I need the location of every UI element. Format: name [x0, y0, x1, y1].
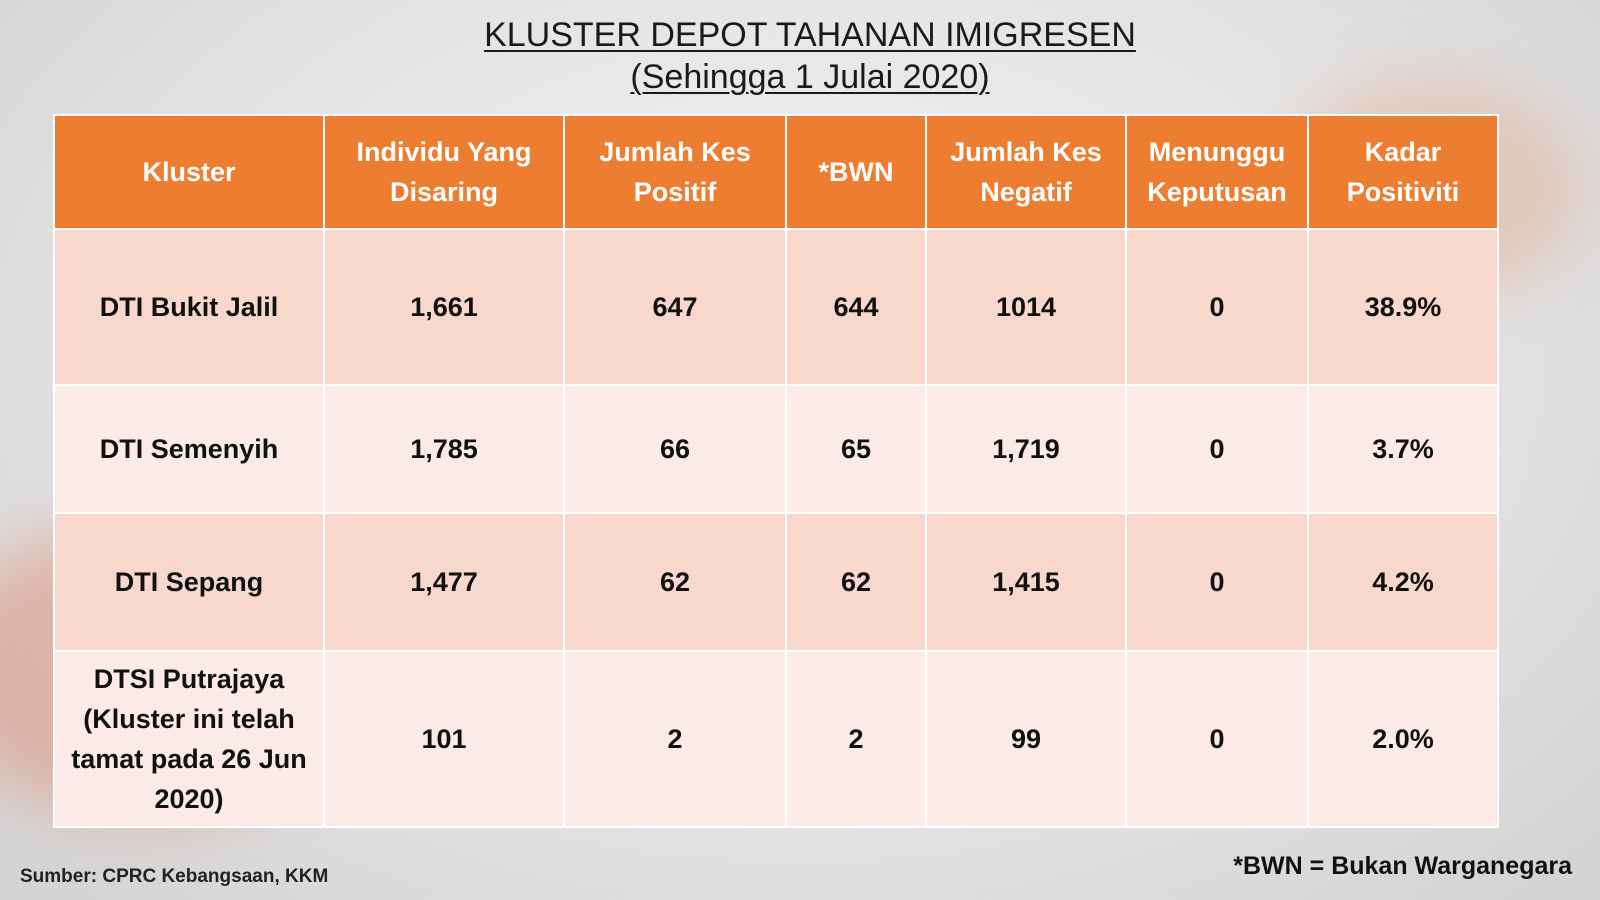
title-main: KLUSTER DEPOT TAHANAN IMIGRESEN [484, 16, 1136, 54]
page-title: KLUSTER DEPOT TAHANAN IMIGRESEN (Sehingg… [0, 14, 1600, 98]
table-cell: 1,477 [323, 512, 565, 652]
table-cell: 2 [785, 650, 927, 828]
column-header: Jumlah Kes Negatif [925, 114, 1127, 230]
column-header: *BWN [785, 114, 927, 230]
column-header: Kluster [53, 114, 325, 230]
column-header: Individu Yang Disaring [323, 114, 565, 230]
table-cell: 38.9% [1307, 228, 1499, 386]
column-header: Jumlah Kes Positif [563, 114, 787, 230]
table-cell: 1014 [925, 228, 1127, 386]
table-cell: 0 [1125, 650, 1309, 828]
table-cell: 0 [1125, 228, 1309, 386]
table-cell: 1,415 [925, 512, 1127, 652]
table-cell: 647 [563, 228, 787, 386]
column-header: Menunggu Keputusan [1125, 114, 1309, 230]
table-cell: 0 [1125, 384, 1309, 514]
table-cell: 3.7% [1307, 384, 1499, 514]
table-row: DTI Bukit Jalil 1,661 647 644 1014 0 38.… [53, 228, 1499, 386]
table-cell: 66 [563, 384, 787, 514]
table-row: DTI Semenyih 1,785 66 65 1,719 0 3.7% [53, 384, 1499, 514]
table-cell: 4.2% [1307, 512, 1499, 652]
table-row: DTSI Putrajaya (Kluster ini telah tamat … [53, 650, 1499, 828]
table-cell: DTI Sepang [53, 512, 325, 652]
table-cell: DTI Bukit Jalil [53, 228, 325, 386]
table-cell: 2 [563, 650, 787, 828]
table-cell: 644 [785, 228, 927, 386]
table-row: DTI Sepang 1,477 62 62 1,415 0 4.2% [53, 512, 1499, 652]
table-cell: DTI Semenyih [53, 384, 325, 514]
source-citation: Sumber: CPRC Kebangsaan, KKM [20, 866, 329, 887]
kluster-table: Kluster Individu Yang Disaring Jumlah Ke… [53, 114, 1499, 828]
table-cell: 2.0% [1307, 650, 1499, 828]
table-cell: 0 [1125, 512, 1309, 652]
table-cell: 99 [925, 650, 1127, 828]
table-cell: 101 [323, 650, 565, 828]
table-cell: 1,785 [323, 384, 565, 514]
table-cell: 62 [563, 512, 787, 652]
table-header-row: Kluster Individu Yang Disaring Jumlah Ke… [53, 114, 1499, 230]
table-cell: 1,661 [323, 228, 565, 386]
title-subtitle: (Sehingga 1 Julai 2020) [630, 58, 990, 96]
table-cell: 65 [785, 384, 927, 514]
footnote: *BWN = Bukan Warganegara [1233, 852, 1572, 880]
column-header: Kadar Positiviti [1307, 114, 1499, 230]
table-cell: 62 [785, 512, 927, 652]
table-cell: 1,719 [925, 384, 1127, 514]
table-cell: DTSI Putrajaya (Kluster ini telah tamat … [53, 650, 325, 828]
